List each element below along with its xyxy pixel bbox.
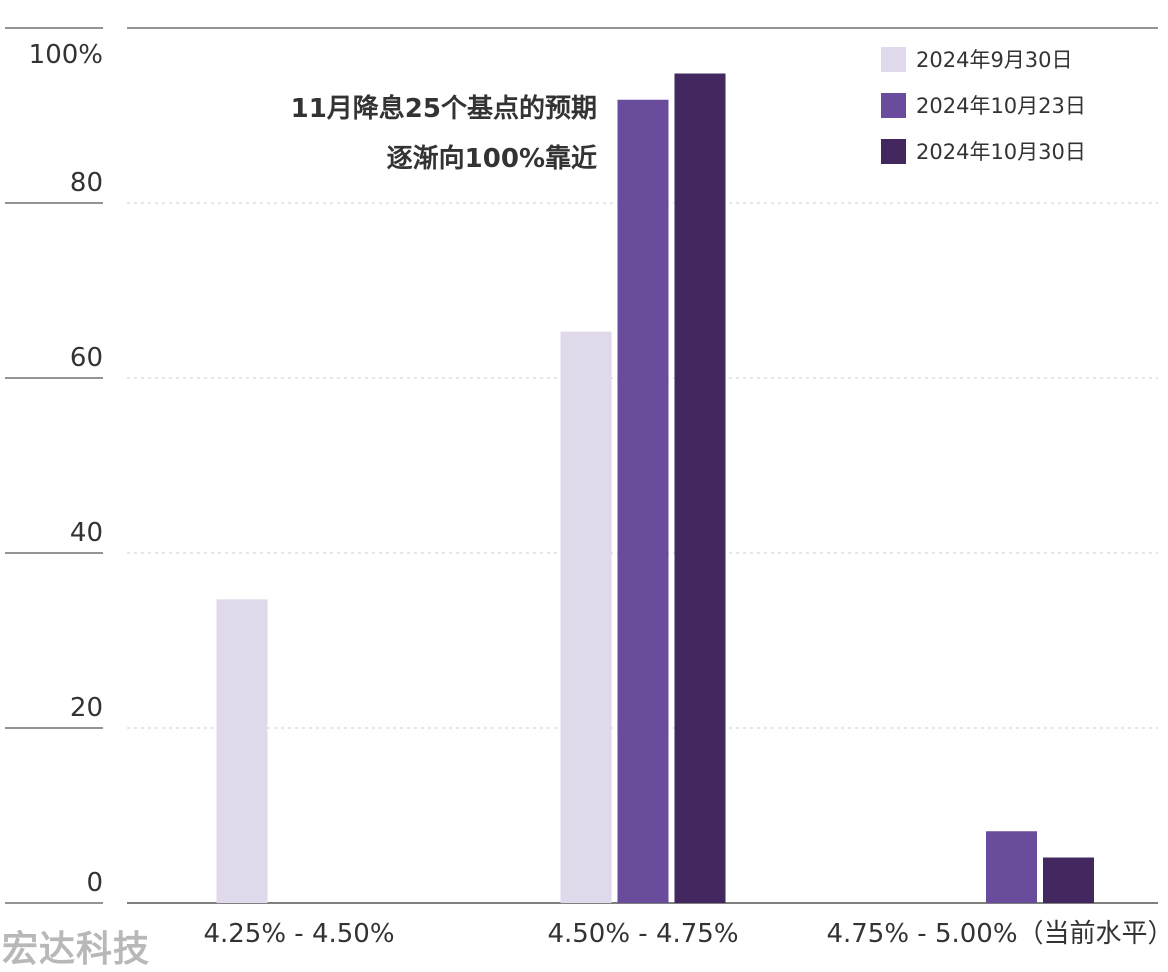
bars [216,73,1094,903]
y-tick-label: 40 [70,518,103,548]
y-tick-label: 60 [70,343,103,373]
y-tick-label: 80 [70,168,103,198]
bar [674,73,726,903]
y-tick-label: 0 [86,868,103,898]
x-tick-label: 4.50% - 4.75% [547,919,738,949]
legend-swatch [881,47,906,72]
bar [617,99,669,903]
legend-swatch [881,93,906,118]
bar [1043,857,1094,903]
legend-label: 2024年10月23日 [916,94,1086,118]
bar [216,599,268,903]
bar [986,831,1037,903]
bar [560,331,612,903]
legend-swatch [881,139,906,164]
x-tick-label: 4.75% - 5.00%（当前水平） [826,919,1168,949]
y-tick-label: 20 [70,693,103,723]
x-tick-label: 4.25% - 4.50% [203,919,394,949]
legend-label: 2024年10月30日 [916,140,1086,164]
y-axis-ticks: 0 20 40 60 80 100% [5,27,103,904]
annotation-line: 逐渐向100%靠近 [387,143,597,174]
annotation-line: 11月降息25个基点的预期 [291,93,597,124]
legend-label: 2024年9月30日 [916,48,1073,72]
watermark: 宏达科技 [2,929,151,970]
x-axis-ticks: 4.25% - 4.50% 4.50% - 4.75% 4.75% - 5.00%（… [203,919,1168,949]
y-tick-label: 100% [29,40,103,70]
legend: 2024年9月30日 2024年10月23日 2024年10月30日 [881,47,1086,164]
